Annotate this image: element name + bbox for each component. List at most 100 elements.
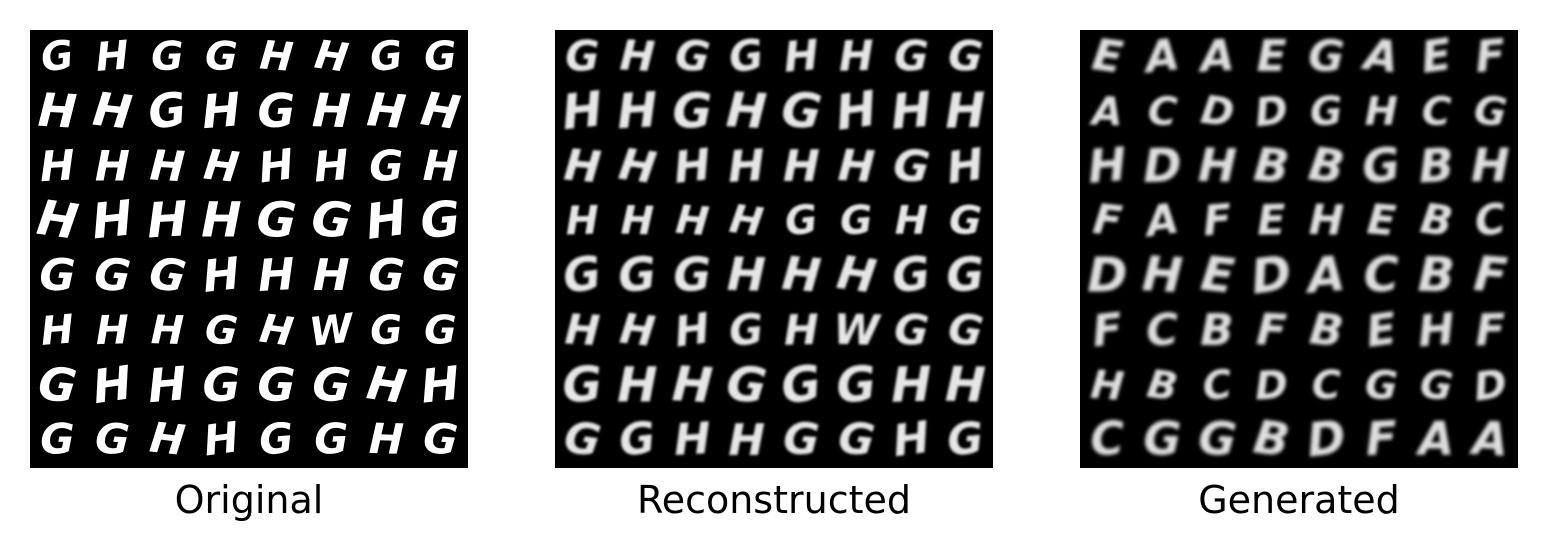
- glyph-tile: H: [561, 139, 603, 194]
- glyph-tile: H: [201, 193, 242, 250]
- glyph-tile: G: [366, 249, 406, 303]
- glyph-tile: H: [89, 356, 135, 415]
- glyph-tile: A: [1471, 412, 1511, 468]
- glyph-tile: G: [368, 141, 404, 192]
- glyph-tile: H: [38, 306, 76, 355]
- glyph-tile: C: [1311, 362, 1341, 409]
- glyph-tile: D: [1253, 361, 1290, 410]
- glyph-tile: A: [1305, 246, 1348, 306]
- glyph-tile: G: [368, 306, 404, 355]
- glyph-tile: H: [672, 413, 712, 467]
- glyph-tile: H: [312, 250, 350, 302]
- glyph-tile: B: [1144, 360, 1181, 411]
- glyph-tile: H: [782, 140, 820, 192]
- glyph-tile: H: [943, 138, 988, 195]
- glyph-tile: G: [310, 357, 353, 414]
- generated-caption: Generated: [1198, 478, 1400, 522]
- glyph-tile: A: [1198, 30, 1236, 84]
- reconstructed-caption: Reconstructed: [637, 478, 911, 522]
- glyph-tile: H: [148, 141, 186, 192]
- glyph-tile: H: [149, 307, 185, 355]
- glyph-tile: G: [93, 415, 131, 466]
- glyph-tile: F: [1089, 303, 1126, 358]
- glyph-tile: F: [1255, 304, 1289, 357]
- glyph-tile: E: [1417, 30, 1455, 85]
- glyph-tile: A: [1417, 413, 1454, 467]
- glyph-tile: H: [833, 246, 880, 306]
- glyph-tile: G: [418, 191, 463, 251]
- glyph-tile: H: [255, 139, 297, 193]
- glyph-tile: H: [200, 248, 243, 304]
- glyph-tile: H: [145, 357, 189, 414]
- glyph-tile: G: [204, 33, 239, 81]
- glyph-tile: H: [311, 31, 351, 82]
- glyph-tile: C: [1199, 361, 1234, 410]
- glyph-tile: G: [835, 412, 877, 468]
- glyph-tile: H: [201, 140, 242, 193]
- glyph-tile: C: [1089, 412, 1126, 468]
- glyph-tile: F: [1471, 246, 1510, 306]
- glyph-tile: H: [94, 307, 130, 355]
- glyph-tile: G: [782, 196, 821, 246]
- glyph-tile: B: [1416, 194, 1456, 248]
- glyph-tile: G: [890, 139, 932, 194]
- glyph-tile: W: [832, 305, 880, 356]
- glyph-tile: H: [889, 412, 933, 468]
- glyph-tile: H: [783, 305, 820, 356]
- glyph-tile: H: [563, 305, 602, 356]
- glyph-tile: B: [1416, 138, 1455, 195]
- glyph-tile: C: [1362, 247, 1400, 305]
- glyph-tile: H: [146, 414, 188, 467]
- glyph-tile: H: [1196, 139, 1237, 194]
- glyph-tile: G: [367, 32, 405, 82]
- glyph-tile: G: [565, 32, 600, 82]
- glyph-tile: G: [561, 412, 604, 468]
- original-caption: Original: [174, 478, 324, 522]
- glyph-tile: H: [615, 82, 659, 141]
- glyph-tile: B: [1306, 303, 1346, 358]
- glyph-tile: H: [1085, 138, 1129, 195]
- glyph-tile: B: [1200, 305, 1234, 357]
- glyph-tile: H: [311, 84, 352, 139]
- glyph-tile: G: [1142, 412, 1182, 468]
- glyph-tile: A: [1142, 30, 1182, 85]
- glyph-tile: H: [422, 141, 459, 192]
- glyph-tile: A: [1142, 194, 1182, 248]
- glyph-tile: H: [1308, 196, 1345, 246]
- glyph-tile: G: [945, 248, 987, 304]
- glyph-tile: G: [726, 30, 767, 84]
- glyph-tile: G: [615, 247, 659, 305]
- glyph-tile: H: [673, 196, 711, 246]
- glyph-tile: G: [203, 306, 240, 355]
- glyph-tile: H: [617, 304, 658, 357]
- glyph-tile: H: [837, 32, 875, 82]
- glyph-tile: H: [726, 248, 767, 304]
- glyph-tile: H: [145, 191, 189, 251]
- glyph-tile: G: [672, 30, 712, 83]
- glyph-tile: G: [38, 31, 77, 82]
- glyph-tile: G: [560, 356, 604, 415]
- glyph-tile: G: [256, 84, 297, 139]
- glyph-tile: G: [945, 304, 987, 358]
- glyph-tile: H: [618, 31, 656, 83]
- glyph-tile: H: [836, 139, 876, 193]
- glyph-tile: F: [1090, 195, 1125, 247]
- glyph-tile: G: [1306, 30, 1346, 84]
- glyph-tile: G: [1359, 137, 1403, 196]
- glyph-tile: G: [948, 197, 984, 245]
- glyph-tile: H: [1415, 303, 1457, 358]
- glyph-tile: A: [1361, 30, 1401, 85]
- glyph-tile: G: [616, 412, 658, 468]
- glyph-tile: W: [306, 305, 356, 356]
- glyph-tile: H: [200, 83, 244, 140]
- glyph-tile: G: [144, 82, 190, 141]
- glyph-tile: G: [38, 249, 77, 302]
- glyph-tile: H: [93, 32, 131, 82]
- glyph-tile: E: [1364, 195, 1398, 247]
- glyph-tile: H: [616, 357, 658, 414]
- glyph-tile: H: [256, 249, 297, 303]
